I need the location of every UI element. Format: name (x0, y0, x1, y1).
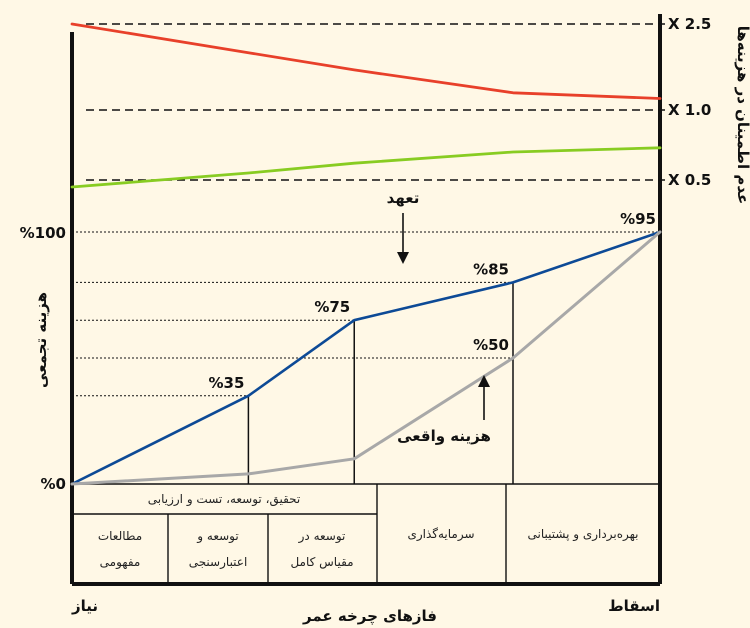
phase-label-operations: بهره‌برداری و پشتیبانی (528, 527, 639, 542)
x-axis-title: فازهای چرخه عمر (302, 607, 437, 626)
actual-annotation: هزینه واقعی (397, 427, 491, 445)
value-guides (72, 231, 660, 484)
point-labels: %35 %75 %85 %95 %50 (208, 210, 656, 392)
series-line-lower_bound (70, 146, 662, 189)
series-line-actual (70, 230, 662, 486)
phase-group-header: تحقیق، توسعه، تست و ارزیابی (148, 492, 301, 507)
right-axis-title: عدم اطمینان در هزینه‌ها (734, 26, 750, 205)
phase-label-fullscale-2: مقیاس کامل (290, 555, 353, 570)
phase-label-validation: توسعه و (196, 529, 238, 544)
point-label-committed-0: %35 (208, 374, 244, 392)
series-line-committed (70, 230, 662, 486)
x-start-label: نیاز (71, 597, 98, 615)
phase-label-concept-2: مفهومی (100, 555, 141, 570)
phase-label-fullscale: توسعه در (298, 529, 346, 544)
phase-label-investment: سرمایه‌گذاری (407, 527, 474, 542)
x-end-label: اسقاط (608, 597, 660, 615)
left-tick-0: %0 (41, 475, 66, 493)
point-label-committed-1: %75 (314, 298, 350, 316)
left-axis-title: هزینه تجمعی (32, 292, 50, 388)
series-line-upper_bound (70, 22, 662, 100)
point-label-committed-2: %85 (473, 260, 509, 278)
committed-arrow-head (397, 252, 409, 264)
right-tick-1.0: X 1.0 (668, 101, 711, 119)
actual-arrow-head (478, 375, 490, 387)
left-tick-100: %100 (20, 224, 66, 242)
point-label-committed-3: %95 (620, 210, 656, 228)
point-label-actual-0: %50 (473, 336, 509, 354)
series-lines (70, 22, 662, 486)
right-tick-0.5: X 0.5 (668, 171, 711, 189)
phase-table (72, 483, 660, 584)
phase-label-concept: مطالعات (98, 529, 142, 543)
right-tick-2.5: X 2.5 (668, 15, 711, 33)
committed-annotation: تعهد (387, 189, 420, 207)
phase-label-validation-2: اعتبارسنجی (189, 555, 248, 570)
